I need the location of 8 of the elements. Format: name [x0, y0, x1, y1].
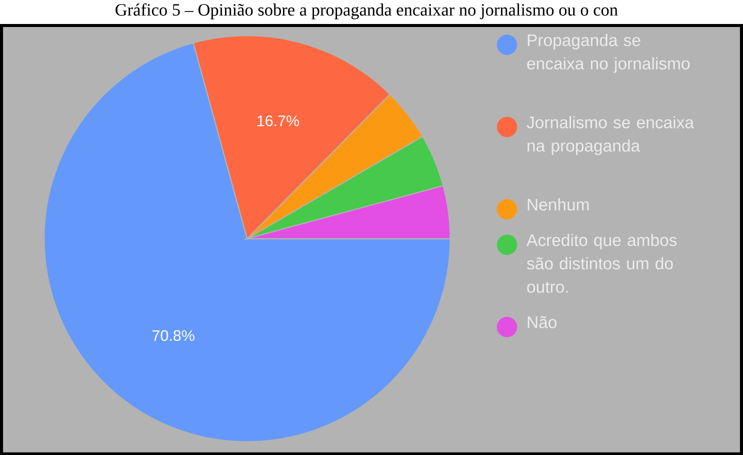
- chart-title: Gráfico 5 – Opinião sobre a propaganda encaixar no jornalismo ou o con: [116, 3, 618, 20]
- legend-label: Jornalismo se encaixa na propaganda: [526, 116, 694, 155]
- legend-label: Propaganda se encaixa no jornalismo: [527, 34, 690, 73]
- legend-label: Nenhum: [528, 198, 589, 210]
- legend-label: Acredito que ambos são distintos um do outro.: [526, 234, 677, 293]
- data-label: 70.8%: [152, 330, 194, 341]
- data-label: 16.7%: [258, 115, 300, 126]
- legend-label: Não: [528, 316, 557, 328]
